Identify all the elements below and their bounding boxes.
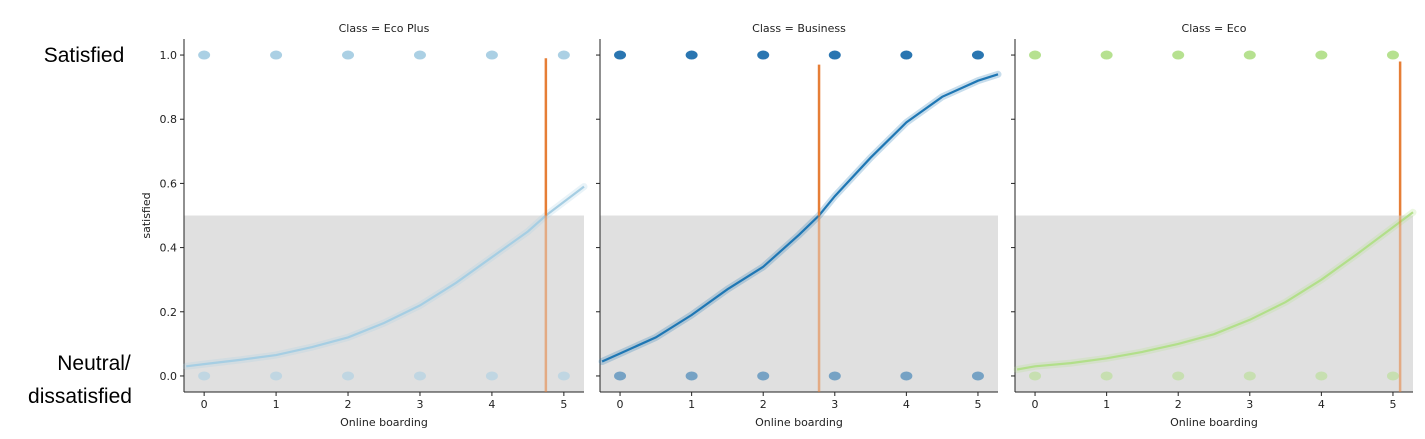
point-satisfied [828,50,841,60]
y-tick-label: 0.2 [160,306,178,319]
x-tick-label: 5 [974,398,981,411]
point-dissatisfied [1386,371,1399,381]
panel-title: Class = Business [752,22,846,35]
point-satisfied [270,50,283,60]
x-tick-label: 1 [1103,398,1110,411]
x-tick-label: 4 [903,398,910,411]
x-tick-label: 2 [760,398,767,411]
x-tick-label: 3 [831,398,838,411]
point-dissatisfied [971,371,984,381]
point-dissatisfied [828,371,841,381]
point-dissatisfied [413,371,426,381]
point-dissatisfied [1243,371,1256,381]
x-tick-label: 2 [1175,398,1182,411]
y-axis-label: satisfied [140,192,153,238]
shaded-region [600,215,998,392]
logistic-curve [1016,211,1414,371]
point-dissatisfied [270,371,283,381]
point-dissatisfied [198,371,211,381]
point-satisfied [900,50,913,60]
y-tick-label: 1.0 [160,49,178,62]
annotation-dissatisfied-line1: Neutral/ [57,352,131,375]
point-dissatisfied [614,371,627,381]
x-axis-label: Online boarding [340,416,428,429]
point-dissatisfied [1172,371,1185,381]
point-dissatisfied [342,371,355,381]
x-tick-label: 1 [688,398,695,411]
x-tick-label: 0 [201,398,208,411]
y-tick-label: 0.8 [160,113,178,126]
x-tick-label: 5 [560,398,567,411]
point-satisfied [1100,50,1113,60]
point-satisfied [685,50,698,60]
panel-title: Class = Eco [1182,22,1247,35]
point-dissatisfied [1315,371,1328,381]
y-tick-label: 0.6 [160,177,178,190]
point-satisfied [198,50,211,60]
logistic-curve [601,73,999,363]
point-dissatisfied [1029,371,1042,381]
panel-1: Class = Eco Plus 0.0 0.2 0.4 0.6 0.8 1.0 0 1 2 3 4 5… [140,22,588,429]
point-satisfied [1386,50,1399,60]
point-satisfied [342,50,355,60]
x-tick-label: 0 [1032,398,1039,411]
logistic-curve [186,185,585,368]
point-satisfied [757,50,770,60]
point-satisfied [1243,50,1256,60]
point-dissatisfied [485,371,498,381]
y-tick-label: 0.0 [160,370,178,383]
y-tick-label: 0.4 [160,242,178,255]
x-axis-label: Online boarding [1170,416,1258,429]
annotation-satisfied: Satisfied [44,44,125,67]
point-dissatisfied [1100,371,1113,381]
x-tick-label: 5 [1389,398,1396,411]
x-tick-label: 2 [345,398,352,411]
x-tick-label: 0 [617,398,624,411]
panel-3: Class = Eco 0 1 2 3 4 5 Online boarding [1011,22,1417,429]
point-satisfied [614,50,627,60]
x-tick-label: 3 [1246,398,1253,411]
point-satisfied [1172,50,1185,60]
point-satisfied [971,50,984,60]
point-dissatisfied [757,371,770,381]
point-dissatisfied [685,371,698,381]
annotation-dissatisfied-line2: dissatisfied [28,385,132,408]
point-satisfied [1029,50,1042,60]
x-tick-label: 4 [1318,398,1325,411]
point-dissatisfied [900,371,913,381]
point-satisfied [557,50,570,60]
point-dissatisfied [557,371,570,381]
panel-title: Class = Eco Plus [339,22,430,35]
point-satisfied [413,50,426,60]
point-satisfied [1315,50,1328,60]
point-satisfied [485,50,498,60]
x-tick-label: 4 [488,398,495,411]
panel-2: Class = Business 0 1 2 3 4 5 Online boarding [596,22,1002,429]
x-axis-label: Online boarding [755,416,843,429]
shaded-region [184,215,584,392]
x-tick-label: 3 [416,398,423,411]
x-tick-label: 1 [273,398,280,411]
